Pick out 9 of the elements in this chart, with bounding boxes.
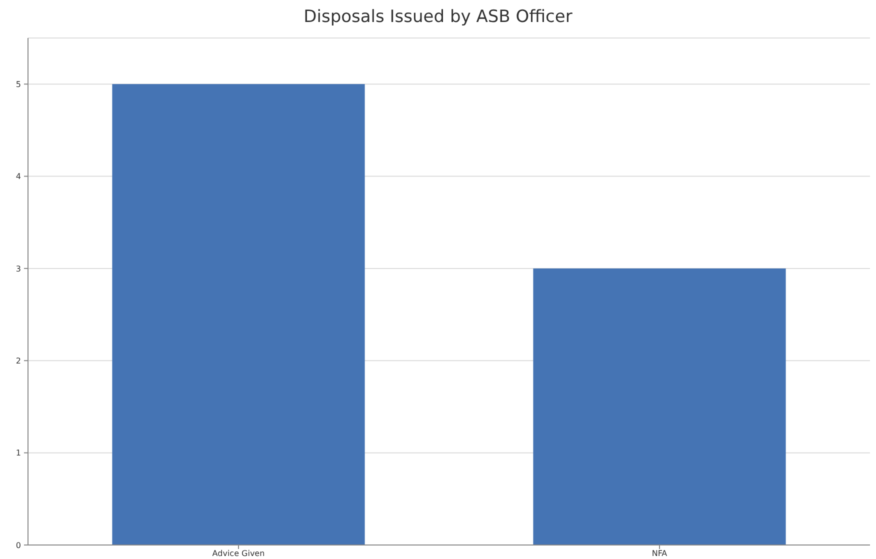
- y-tick-label: 2: [16, 356, 21, 366]
- y-tick-label: 4: [16, 172, 21, 182]
- y-tick-label: 0: [16, 540, 21, 550]
- y-tick-label: 5: [16, 80, 21, 89]
- y-tick-label: 1: [16, 448, 21, 458]
- y-tick-label: 3: [16, 264, 21, 274]
- x-tick-label: Advice Given: [212, 549, 265, 558]
- x-tick-label: NFA: [652, 549, 668, 558]
- chart-title: Disposals Issued by ASB Officer: [304, 7, 572, 27]
